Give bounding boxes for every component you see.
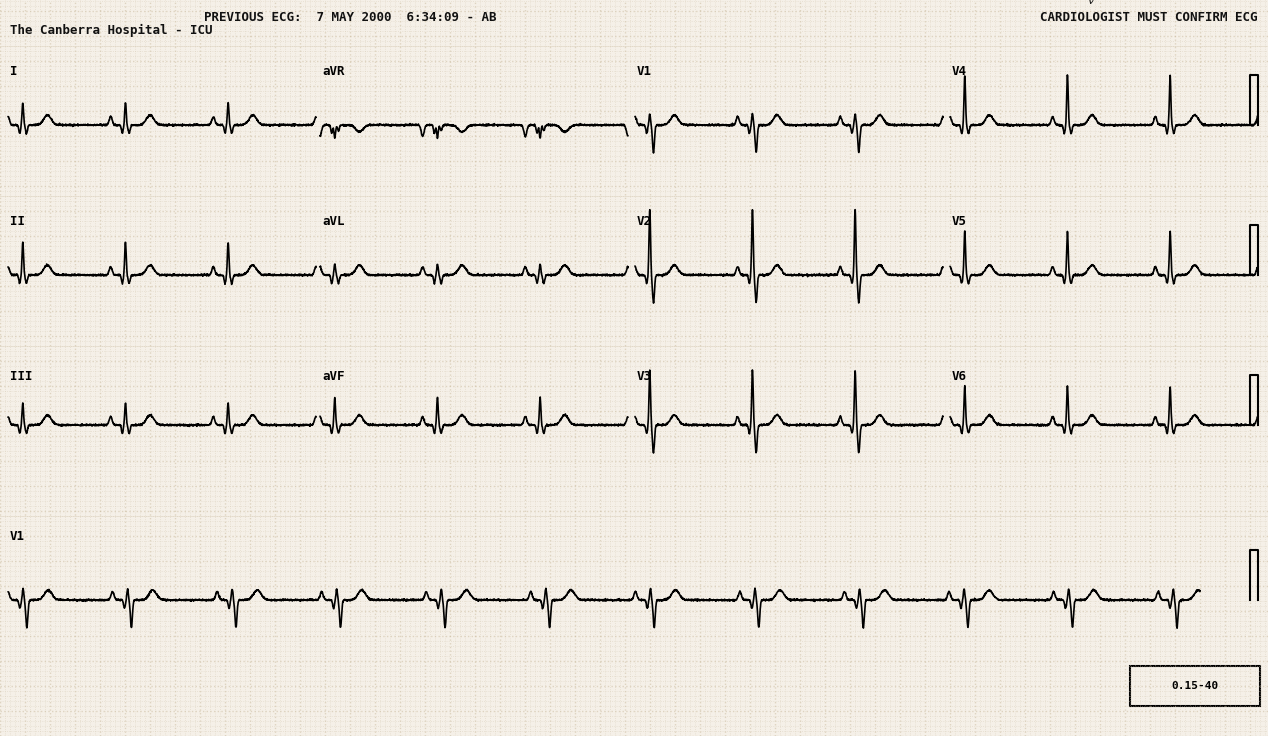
Text: III: III (10, 370, 33, 383)
Text: v: v (1088, 0, 1094, 6)
Text: V5: V5 (952, 215, 967, 228)
Text: V4: V4 (952, 65, 967, 78)
Text: V1: V1 (637, 65, 652, 78)
Bar (1130, 666, 1260, 706)
Text: aVF: aVF (322, 370, 345, 383)
Text: V6: V6 (952, 370, 967, 383)
Text: aVL: aVL (322, 215, 345, 228)
Text: The Canberra Hospital - ICU: The Canberra Hospital - ICU (10, 24, 213, 37)
Text: V2: V2 (637, 215, 652, 228)
Text: V1: V1 (10, 530, 25, 543)
Text: CARDIOLOGIST MUST CONFIRM ECG: CARDIOLOGIST MUST CONFIRM ECG (1041, 11, 1258, 24)
Text: PREVIOUS ECG:  7 MAY 2000  6:34:09 - AB: PREVIOUS ECG: 7 MAY 2000 6:34:09 - AB (204, 11, 496, 24)
Text: I: I (10, 65, 18, 78)
Text: 0.15-40: 0.15-40 (1172, 681, 1219, 691)
Text: aVR: aVR (322, 65, 345, 78)
Text: II: II (10, 215, 25, 228)
Text: V3: V3 (637, 370, 652, 383)
